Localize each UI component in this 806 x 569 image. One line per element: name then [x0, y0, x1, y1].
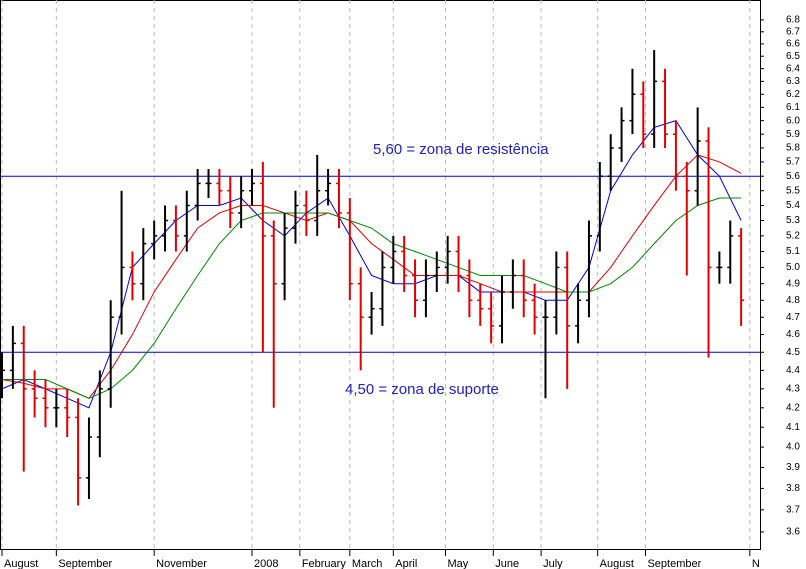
- y-tick-label: 5.1: [786, 246, 800, 257]
- y-tick-label: 6.7: [786, 26, 800, 37]
- x-tick-label: July: [543, 558, 563, 569]
- y-tick-label: 5.9: [786, 129, 800, 140]
- y-tick-label: 6.4: [786, 63, 800, 74]
- y-tick-label: 5.6: [786, 171, 800, 182]
- y-tick-label: 3.8: [786, 483, 800, 494]
- y-tick-label: 5.0: [786, 262, 800, 273]
- y-tick-label: 6.0: [786, 115, 800, 126]
- y-tick-label: 4.3: [786, 383, 800, 394]
- x-tick-label: June: [495, 558, 519, 569]
- y-tick-label: 5.5: [786, 185, 800, 196]
- y-tick-label: 4.6: [786, 329, 800, 340]
- y-tick-label: 6.3: [786, 76, 800, 87]
- y-tick-label: 3.6: [786, 527, 800, 538]
- y-tick-label: 5.7: [786, 157, 800, 168]
- annotation: 5,60 = zona de resistência: [373, 141, 549, 158]
- x-tick-label: August: [4, 558, 38, 569]
- y-tick-label: 6.1: [786, 102, 800, 113]
- moving-average-line: [1, 120, 742, 409]
- y-tick-label: 4.2: [786, 402, 800, 413]
- y-tick-label: 6.2: [786, 89, 800, 100]
- y-tick-label: 3.9: [786, 462, 800, 473]
- y-tick-label: 4.9: [786, 278, 800, 289]
- y-tick-label: 6.5: [786, 51, 800, 62]
- x-tick-label: N: [752, 558, 760, 569]
- y-tick-label: 5.2: [786, 230, 800, 241]
- y-tick-label: 5.8: [786, 143, 800, 154]
- moving-average-line: [2, 197, 742, 399]
- x-tick-label: February: [302, 558, 347, 569]
- x-tick-label: May: [447, 558, 468, 569]
- x-tick-label: March: [352, 558, 383, 569]
- x-tick-label: 2008: [254, 558, 278, 569]
- annotation: 4,50 = zona de suporte: [345, 381, 499, 398]
- moving-average-line: [1, 154, 742, 399]
- y-tick-label: 6.6: [786, 39, 800, 50]
- x-tick-label: August: [600, 558, 634, 569]
- y-tick-label: 4.0: [786, 442, 800, 453]
- y-tick-label: 6.8: [786, 15, 800, 26]
- x-tick-label: September: [647, 558, 701, 569]
- y-tick-label: 4.4: [786, 365, 800, 376]
- x-tick-label: April: [395, 558, 417, 569]
- x-tick-label: September: [58, 558, 112, 569]
- y-tick-label: 4.8: [786, 295, 800, 306]
- plot-frame: [0, 0, 761, 550]
- y-tick-label: 4.7: [786, 312, 800, 323]
- y-tick-label: 4.5: [786, 347, 800, 358]
- x-tick-label: November: [156, 558, 207, 569]
- y-tick-label: 5.4: [786, 200, 800, 211]
- y-tick-label: 4.1: [786, 422, 800, 433]
- y-tick-label: 3.7: [786, 504, 800, 515]
- y-tick-label: 5.3: [786, 215, 800, 226]
